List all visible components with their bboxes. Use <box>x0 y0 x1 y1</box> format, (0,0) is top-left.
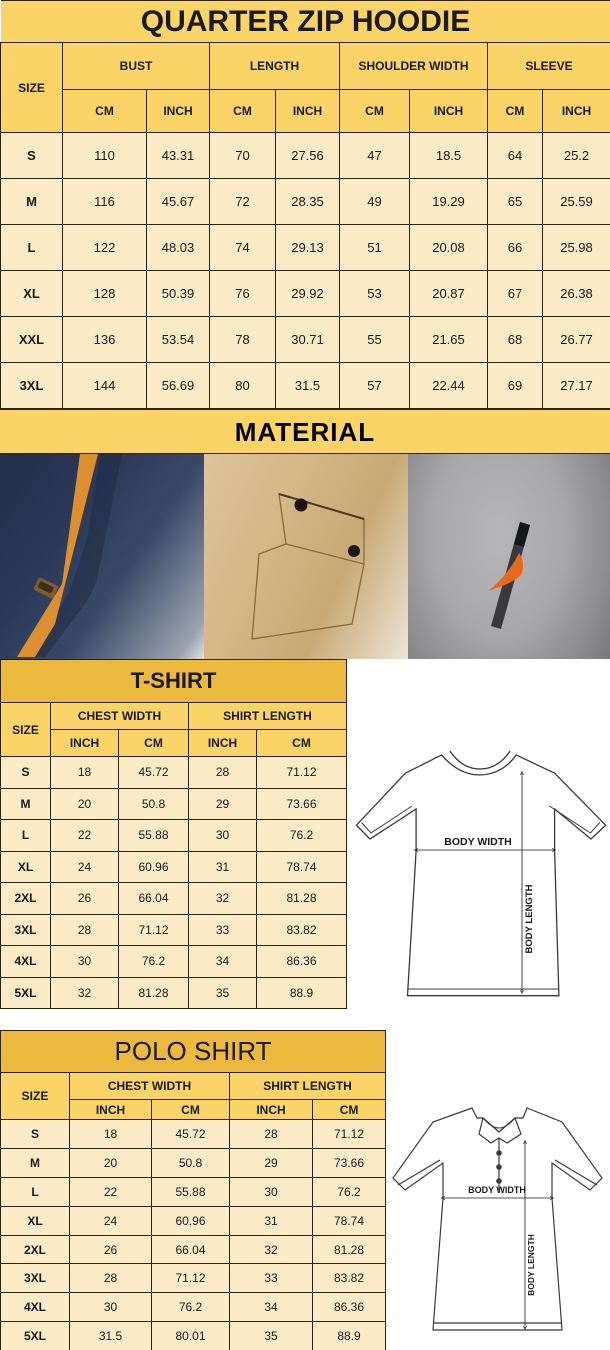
svg-text:BODY LENGTH: BODY LENGTH <box>524 884 535 953</box>
svg-text:BODY LENGTH: BODY LENGTH <box>526 1234 536 1296</box>
svg-text:BODY WIDTH: BODY WIDTH <box>468 1185 526 1195</box>
svg-text:BODY WIDTH: BODY WIDTH <box>444 836 511 848</box>
